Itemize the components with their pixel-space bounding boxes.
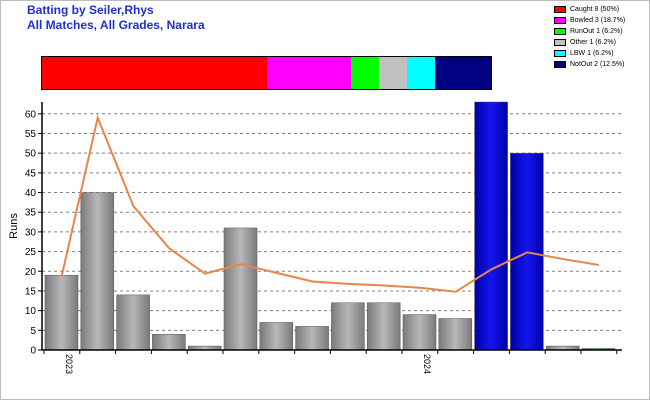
bar [438,318,473,351]
dismissal-proportion-bar [41,56,492,90]
bar [152,334,186,351]
dismissal-segment-lbw [406,57,435,89]
legend-label: Bowled 3 (18.7%) [570,17,626,24]
y-tick-label: 30 [25,227,37,238]
legend-item: Bowled 3 (18.7%) [554,15,625,26]
legend-swatch [554,28,566,35]
dismissal-segment-notout [434,57,491,89]
bar [366,302,401,351]
legend-item: LBW 1 (6.2%) [554,48,625,59]
legend-swatch [554,39,566,46]
legend-swatch [554,50,566,57]
bar [80,192,115,351]
y-tick-label: 20 [25,267,37,278]
chart-subtitle: All Matches, All Grades, Narara [27,18,205,32]
legend-item: RunOut 1 (6.2%) [554,26,625,37]
legend-label: RunOut 1 (6.2%) [570,28,623,35]
y-tick-label: 35 [25,208,37,219]
y-tick-label: 55 [25,129,37,140]
y-tick-label: 60 [25,109,37,120]
bar [259,322,294,351]
x-tick-label: 2023 [64,354,74,374]
legend-label: NotOut 2 (12.5%) [570,61,625,68]
legend-item: Caught 8 (50%) [554,4,625,15]
legend-label: LBW 1 (6.2%) [570,50,614,57]
y-tick-label: 40 [25,188,37,199]
legend-swatch [554,17,566,24]
bar [402,314,437,351]
bar [331,302,365,351]
y-axis-title: Runs [8,213,20,239]
legend-label: Other 1 (6.2%) [570,39,616,46]
bar [474,101,508,351]
y-tick-label: 0 [30,346,36,357]
y-tick-label: 10 [25,306,37,317]
chart-title: Batting by Seiler,Rhys [27,3,154,17]
bar [223,227,258,351]
dismissal-segment-caught [42,57,267,89]
y-tick-label: 50 [25,149,37,160]
y-tick-label: 25 [25,247,37,258]
legend-item: Other 1 (6.2%) [554,37,625,48]
bar [116,294,150,351]
legend-label: Caught 8 (50%) [570,6,620,13]
bar [295,326,329,351]
y-tick-label: 15 [25,286,37,297]
bar [44,274,79,351]
legend: Caught 8 (50%) Bowled 3 (18.7%) RunOut 1 (… [554,4,625,70]
average-line [60,114,600,293]
legend-swatch [554,6,566,13]
y-tick-label: 5 [30,326,36,337]
dismissal-segment-bowled [266,57,351,89]
legend-item: NotOut 2 (12.5%) [554,59,625,70]
legend-swatch [554,61,566,68]
x-tick-label: 2024 [422,354,432,374]
dismissal-segment-other [378,57,407,89]
y-tick-label: 45 [25,168,37,179]
dismissal-segment-runout [350,57,379,89]
